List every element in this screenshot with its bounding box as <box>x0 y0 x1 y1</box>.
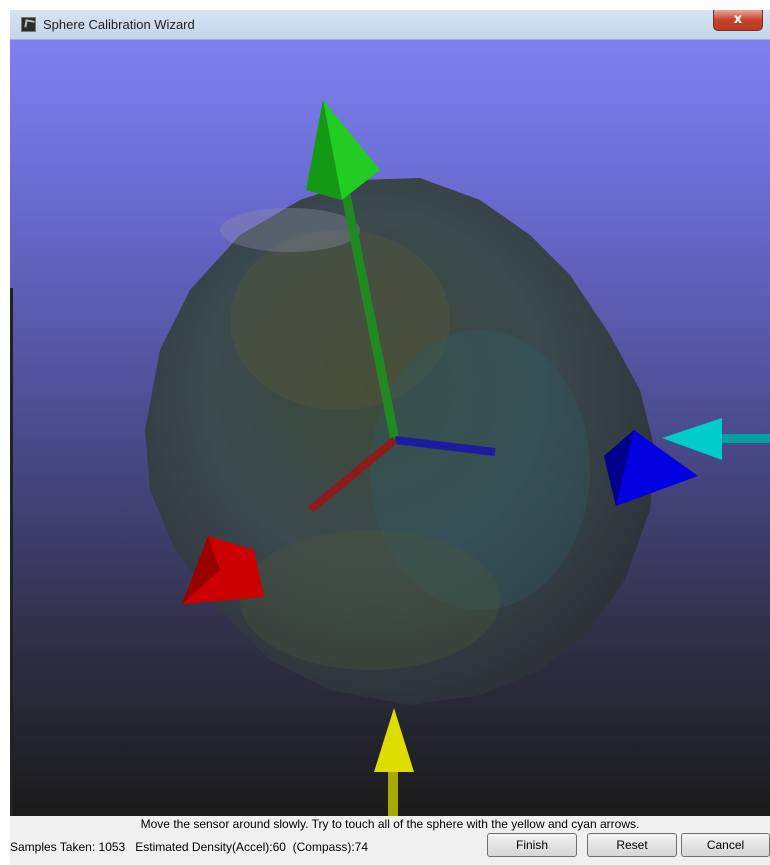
cancel-button[interactable]: Cancel <box>681 833 770 857</box>
samples-label: Samples Taken: <box>10 840 96 854</box>
sphere-sample-patch <box>230 230 450 410</box>
reset-button[interactable]: Reset <box>587 833 677 857</box>
x-axis-line <box>307 436 398 514</box>
sphere-highlight <box>220 208 360 252</box>
y-axis-arrowhead-shade <box>306 100 342 200</box>
z-axis-arrowhead-shade <box>604 430 634 506</box>
z-axis-line <box>394 436 496 456</box>
sphere-scene <box>145 100 770 816</box>
accel-arrow-head <box>374 708 414 772</box>
compass-arrow-head <box>662 418 722 460</box>
sphere-sample-patch <box>240 530 500 670</box>
accel-arrow-shaft <box>388 770 398 816</box>
close-button[interactable]: x <box>713 10 763 31</box>
viewport-edge <box>10 288 13 816</box>
compass-arrow-shaft <box>722 434 770 443</box>
window-title: Sphere Calibration Wizard <box>43 17 195 32</box>
density-accel-label: Estimated Density(Accel): <box>135 840 273 854</box>
app-icon <box>21 17 36 32</box>
finish-button[interactable]: Finish <box>487 833 577 857</box>
x-axis-arrowhead-shade <box>182 536 220 604</box>
calibration-window: Sphere Calibration Wizard x <box>10 10 770 865</box>
density-compass-label: (Compass): <box>292 840 355 854</box>
3d-viewport[interactable] <box>10 40 770 816</box>
samples-value: 1053 <box>98 840 126 854</box>
title-bar[interactable]: Sphere Calibration Wizard x <box>10 10 770 40</box>
instructions-text: Move the sensor around slowly. Try to to… <box>140 817 640 831</box>
status-line: Samples Taken: 1053 Estimated Density(Ac… <box>10 840 368 854</box>
density-compass-value: 74 <box>354 840 369 854</box>
y-axis-line <box>340 189 400 441</box>
sphere-sample-patch <box>370 330 590 610</box>
density-accel-value: 60 <box>272 840 286 854</box>
